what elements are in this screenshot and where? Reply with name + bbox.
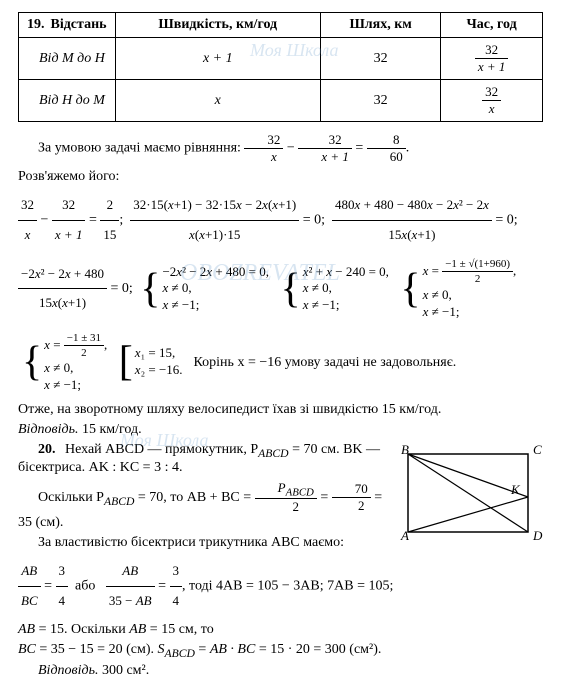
cell-time: 32x [441, 80, 543, 122]
cell-dist: Від H до M [19, 80, 116, 122]
svg-text:C: C [533, 442, 542, 457]
cell-time: 32x + 1 [441, 38, 543, 80]
p20-line4: AB = 15. Оскільки AB = 15 см, то [18, 622, 543, 638]
answer-20: Відповідь. 300 см². [18, 663, 543, 679]
p20-line5: BC = 35 − 15 = 20 (см). SABCD = AB · BC … [18, 642, 543, 660]
cell-speed: x + 1 [115, 38, 320, 80]
table-row: Від M до H x + 1 32 32x + 1 [19, 38, 543, 80]
cell-path: 32 [321, 38, 441, 80]
equation-line-2: −2x² − 2x + 48015x(x+1) = 0; {−2x² − 2x … [18, 255, 543, 322]
equation-line-1: 32x − 32x + 1 = 215; 32·15(x+1) − 32·15x… [18, 191, 543, 249]
svg-text:A: A [400, 528, 409, 543]
solve-text: Розв'яжемо його: [18, 169, 543, 185]
answer-19: Відповідь. 15 км/год. [18, 422, 543, 438]
cell-path: 32 [321, 80, 441, 122]
col-header-distance: Відстань [51, 17, 107, 32]
cell-speed: x [115, 80, 320, 122]
svg-text:D: D [532, 528, 543, 543]
p20-line3: ABBC = 34 або AB35 − AB = 34, тоді 4AB =… [18, 557, 543, 615]
cell-dist: Від M до H [19, 38, 116, 80]
svg-text:B: B [401, 442, 409, 457]
equation-line-3: {x = −1 ± 312,x ≠ 0,x ≠ −1; [x₁ = 15,x₂ … [18, 329, 543, 396]
rectangle-diagram: B C A D K [393, 442, 543, 547]
problem-19-number: 19. [27, 17, 45, 32]
col-header-time: Час, год [441, 13, 543, 38]
svg-text:K: K [510, 482, 521, 497]
col-header-path: Шлях, км [321, 13, 441, 38]
table-row: Від H до M x 32 32x [19, 80, 543, 122]
condition-text: За умовою задачі маємо рівняння: 32x − 3… [18, 132, 543, 165]
conclusion-text: Отже, на зворотному шляху велосипедист ї… [18, 402, 543, 418]
problem-19-table: 19. Відстань Швидкість, км/год Шлях, км Ч… [18, 12, 543, 122]
col-header-speed: Швидкість, км/год [115, 13, 320, 38]
